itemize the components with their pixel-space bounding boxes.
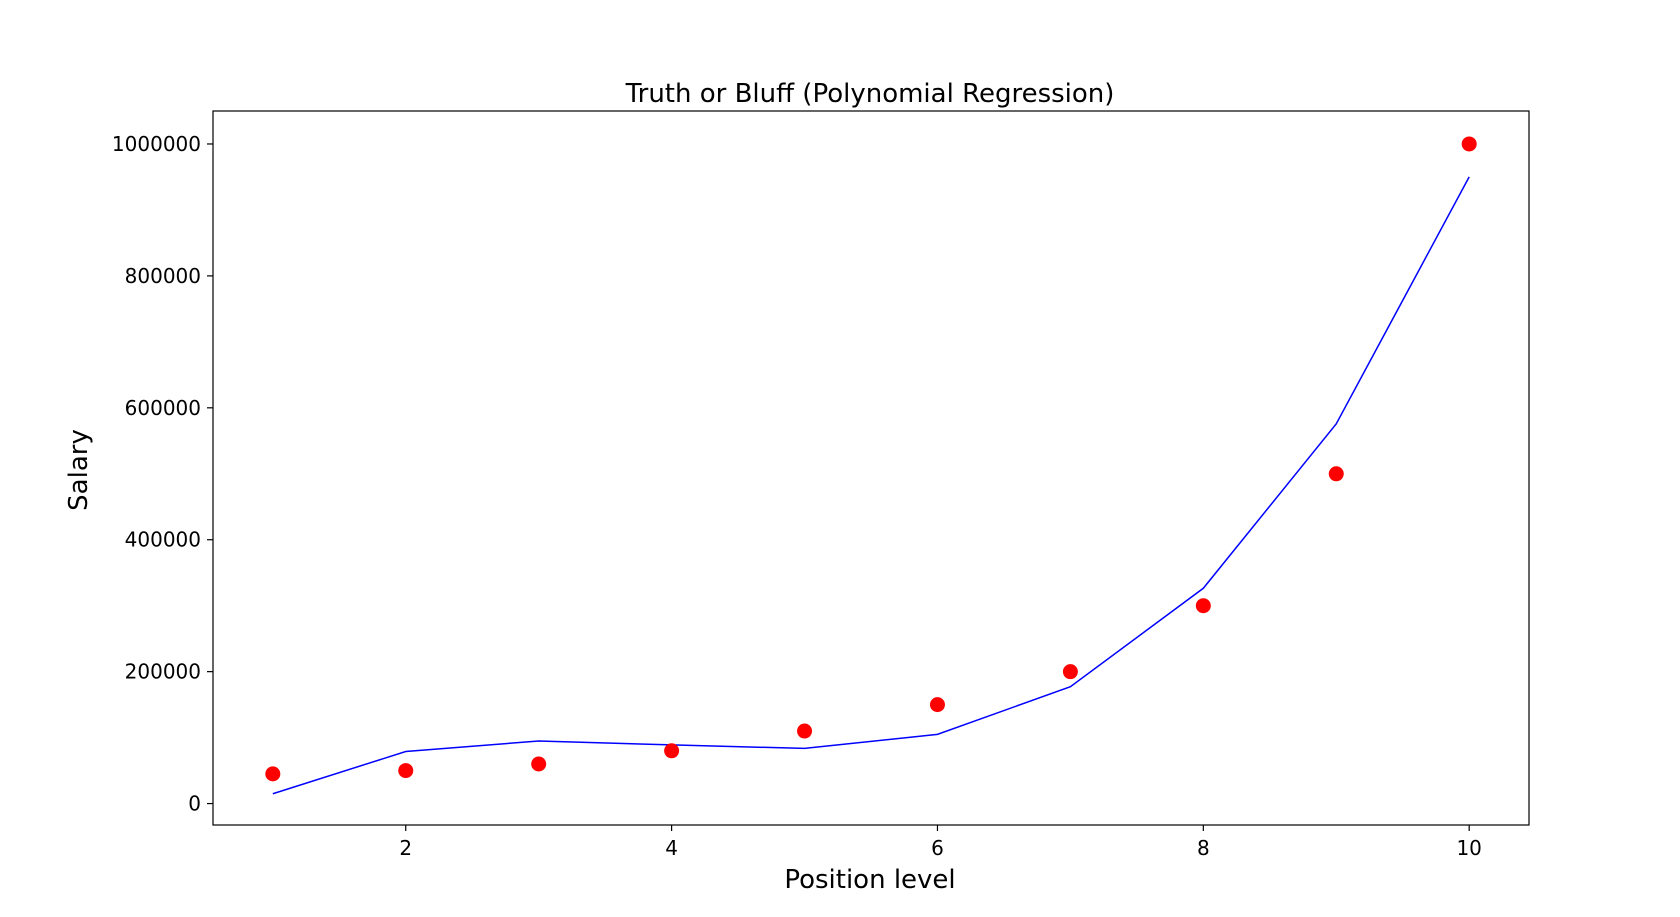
- x-tick-label: 10: [1456, 836, 1481, 860]
- data-point: [265, 766, 281, 782]
- plot-area: [265, 136, 1477, 795]
- y-tick-label: 600000: [125, 396, 201, 420]
- chart-title: Truth or Bluff (Polynomial Regression): [625, 79, 1115, 109]
- x-tick-label: 4: [665, 836, 678, 860]
- y-axis-title: Salary: [64, 429, 94, 511]
- axes-ticks: 2 4 6 8 10 0 200000 400000 600000 800000 1000000: [112, 132, 1482, 860]
- data-point: [531, 756, 547, 772]
- y-tick-label: 400000: [125, 528, 201, 552]
- data-point: [1195, 598, 1211, 614]
- data-point: [1328, 466, 1344, 482]
- regression-line: [272, 176, 1470, 795]
- data-point: [664, 743, 680, 759]
- y-tick-label: 200000: [125, 660, 201, 684]
- data-point: [1062, 664, 1078, 680]
- data-point: [929, 697, 945, 713]
- data-point: [1461, 136, 1477, 152]
- data-point: [398, 763, 414, 779]
- x-tick-label: 8: [1197, 836, 1210, 860]
- x-tick-label: 2: [399, 836, 412, 860]
- axes-frame: [212, 110, 1530, 826]
- y-tick-label: 0: [188, 792, 201, 816]
- data-point: [797, 723, 813, 739]
- y-tick-label: 1000000: [112, 132, 201, 156]
- x-axis-title: Position level: [784, 865, 955, 895]
- x-tick-label: 6: [931, 836, 944, 860]
- y-tick-label: 800000: [125, 264, 201, 288]
